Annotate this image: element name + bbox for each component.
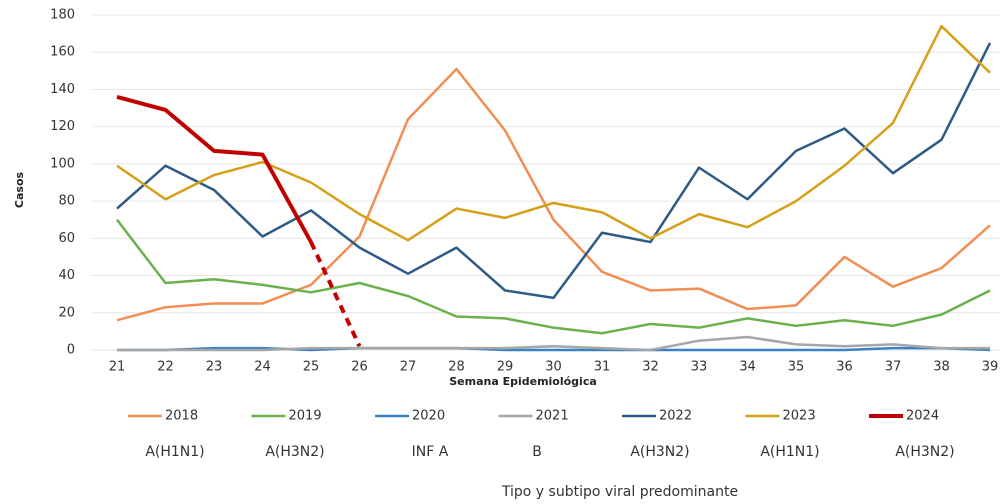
x-tick-label: 22 bbox=[157, 360, 174, 375]
x-tick-label: 25 bbox=[303, 360, 320, 375]
legend-label: 2018 bbox=[165, 409, 198, 424]
y-tick-label: 180 bbox=[50, 8, 75, 23]
legend-label: 2020 bbox=[412, 409, 445, 424]
subtype-label: A(H3N2) bbox=[630, 444, 689, 460]
x-tick-label: 37 bbox=[885, 360, 902, 375]
line bbox=[117, 335, 990, 352]
x-tick-label: 24 bbox=[254, 360, 271, 375]
legend-label: 2023 bbox=[783, 409, 816, 424]
legend-label: 2019 bbox=[289, 409, 322, 424]
line-dashed bbox=[309, 241, 362, 348]
subtype-label: A(H1N1) bbox=[760, 444, 819, 460]
line bbox=[116, 42, 992, 300]
x-tick-label: 26 bbox=[351, 360, 368, 375]
subtype-label: A(H3N2) bbox=[265, 444, 324, 460]
subtypes-title: Tipo y subtipo viral predominante bbox=[501, 484, 738, 500]
subtype-label: A(H3N2) bbox=[895, 444, 954, 460]
x-tick-label: 33 bbox=[691, 360, 708, 375]
x-tick-label: 28 bbox=[448, 360, 465, 375]
x-tick-label: 21 bbox=[109, 360, 126, 375]
x-tick-label: 27 bbox=[400, 360, 417, 375]
y-tick-label: 80 bbox=[58, 194, 75, 209]
y-tick-label: 140 bbox=[50, 82, 75, 97]
x-tick-label: 32 bbox=[642, 360, 659, 375]
y-tick-label: 120 bbox=[50, 119, 75, 134]
x-tick-label: 29 bbox=[497, 360, 514, 375]
subtype-label: B bbox=[532, 444, 542, 460]
y-tick-label: 60 bbox=[58, 231, 75, 246]
line bbox=[117, 346, 991, 352]
x-tick-label: 36 bbox=[836, 360, 853, 375]
y-tick-label: 0 bbox=[67, 343, 75, 358]
y-tick-label: 160 bbox=[50, 45, 75, 60]
x-tick-label: 30 bbox=[545, 360, 562, 375]
x-axis-label: Semana Epidemiológica bbox=[449, 375, 597, 388]
subtype-label: INF A bbox=[412, 444, 449, 460]
line bbox=[116, 218, 991, 335]
y-axis-label: Casos bbox=[13, 171, 26, 208]
legend-label: 2022 bbox=[659, 409, 692, 424]
x-tick-label: 39 bbox=[982, 360, 999, 375]
line bbox=[116, 94, 313, 244]
line bbox=[116, 24, 991, 242]
x-tick-label: 34 bbox=[739, 360, 756, 375]
x-tick-label: 23 bbox=[206, 360, 223, 375]
legend-label: 2021 bbox=[536, 409, 569, 424]
x-tick-label: 35 bbox=[788, 360, 805, 375]
x-tick-label: 31 bbox=[594, 360, 611, 375]
subtype-label: A(H1N1) bbox=[145, 444, 204, 460]
line bbox=[116, 67, 991, 322]
legend-label: 2024 bbox=[906, 409, 939, 424]
y-tick-label: 20 bbox=[58, 305, 75, 320]
y-tick-label: 40 bbox=[58, 268, 75, 283]
x-tick-label: 38 bbox=[933, 360, 950, 375]
y-tick-label: 100 bbox=[50, 156, 75, 171]
